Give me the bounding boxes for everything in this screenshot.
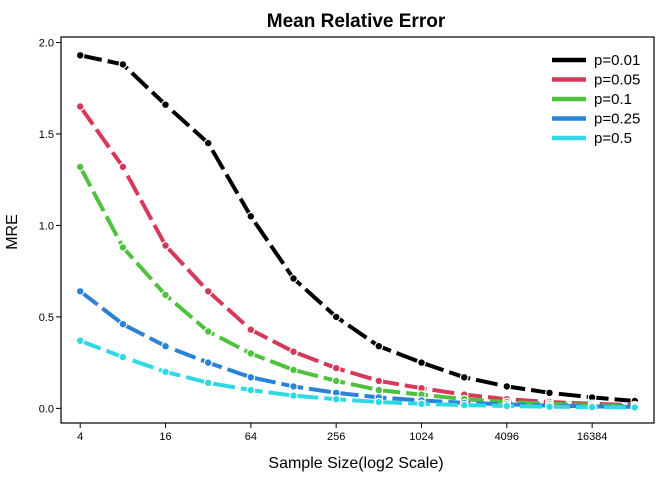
series-p-0-01 xyxy=(75,50,640,406)
data-point xyxy=(289,382,298,391)
data-point xyxy=(246,372,256,382)
data-point xyxy=(118,242,128,252)
series-p-0-25 xyxy=(75,286,640,412)
x-axis-label: Sample Size(log2 Scale) xyxy=(268,455,443,472)
data-point xyxy=(118,60,128,69)
series-line xyxy=(78,289,635,409)
y-tick-label: 0.5 xyxy=(39,312,54,324)
series-line xyxy=(79,338,635,410)
y-axis-ticks: 0.0 0.5 1.0 1.5 2.0 xyxy=(39,37,61,415)
y-tick-label: 0.0 xyxy=(39,403,54,415)
x-tick-label: 256 xyxy=(327,431,345,443)
data-point xyxy=(587,402,597,412)
data-point xyxy=(75,50,85,60)
legend-label: p=0.25 xyxy=(594,111,640,128)
data-point xyxy=(545,402,554,412)
x-tick-label: 1024 xyxy=(409,431,433,443)
series-p-0-5 xyxy=(75,336,640,412)
data-point xyxy=(203,378,213,388)
y-tick-label: 1.0 xyxy=(39,220,54,232)
data-point xyxy=(75,286,85,296)
data-point xyxy=(246,349,256,358)
x-tick-label: 4 xyxy=(77,431,83,443)
data-point xyxy=(459,400,469,410)
data-point xyxy=(502,382,512,391)
data-point xyxy=(331,376,341,386)
x-tick-label: 16 xyxy=(159,431,171,443)
series-line xyxy=(79,53,635,403)
data-point xyxy=(203,286,213,296)
data-point xyxy=(246,325,256,335)
data-point xyxy=(331,394,341,404)
data-point xyxy=(161,241,170,250)
data-point xyxy=(374,341,384,351)
data-point xyxy=(75,336,85,346)
x-axis-ticks: 4 16 64 256 1024 4096 16384 xyxy=(77,423,607,443)
data-point xyxy=(161,367,170,377)
data-point xyxy=(161,341,170,351)
legend: p=0.01 p=0.05 p=0.1 p=0.25 p=0.5 xyxy=(552,52,640,147)
y-tick-label: 1.5 xyxy=(39,129,54,141)
x-tick-label: 64 xyxy=(245,431,257,443)
legend-label: p=0.5 xyxy=(594,130,632,147)
data-point xyxy=(630,403,640,412)
data-point xyxy=(246,211,256,221)
legend-label: p=0.05 xyxy=(594,72,640,89)
series-p-0-05 xyxy=(75,102,640,410)
data-point xyxy=(203,138,213,148)
data-point xyxy=(118,352,128,362)
data-point xyxy=(118,319,128,329)
data-point xyxy=(289,274,298,283)
y-tick-label: 2.0 xyxy=(39,37,54,49)
data-point xyxy=(161,290,170,300)
series-line xyxy=(78,165,635,409)
x-tick-label: 4096 xyxy=(495,431,519,443)
plot-frame xyxy=(60,36,655,424)
y-axis-label: MRE xyxy=(4,214,21,250)
data-point xyxy=(75,162,85,172)
data-point xyxy=(459,372,469,382)
data-point xyxy=(203,327,213,336)
data-point xyxy=(545,388,554,398)
data-point xyxy=(417,399,426,409)
data-point xyxy=(203,358,213,368)
legend-label: p=0.1 xyxy=(594,91,632,108)
data-point xyxy=(161,100,170,110)
legend-label: p=0.01 xyxy=(594,52,640,69)
series-layer xyxy=(75,50,640,412)
data-point xyxy=(118,162,128,172)
x-tick-label: 16384 xyxy=(577,431,608,443)
data-point xyxy=(331,312,341,322)
data-point xyxy=(502,401,512,411)
data-point xyxy=(246,385,256,395)
data-point xyxy=(75,102,85,111)
data-point xyxy=(374,397,384,407)
data-point xyxy=(374,376,384,386)
data-point xyxy=(289,347,298,357)
data-point xyxy=(417,358,426,368)
series-line xyxy=(78,105,635,408)
data-point xyxy=(289,365,298,375)
data-point xyxy=(289,391,298,401)
data-point xyxy=(331,363,341,373)
data-point xyxy=(374,385,384,395)
chart-title: Mean Relative Error xyxy=(267,11,446,32)
